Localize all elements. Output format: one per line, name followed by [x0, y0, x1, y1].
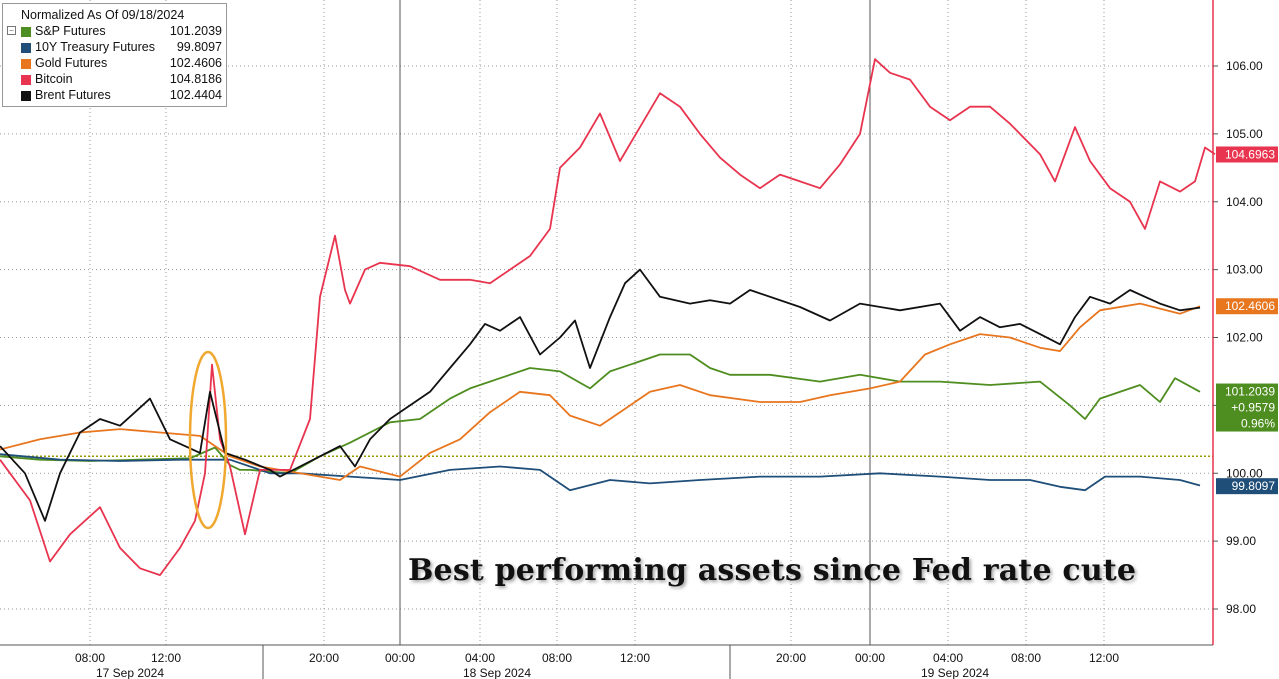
treasury-value-tag — [1216, 478, 1278, 495]
legend-item-value: 102.4404 — [169, 88, 222, 102]
legend-swatch — [21, 59, 31, 69]
legend: Normalized As Of 09/18/2024 − S&P Future… — [2, 3, 227, 107]
legend-item-value: 101.2039 — [169, 24, 222, 38]
legend-item-sp: S&P Futures 101.2039 — [21, 24, 226, 40]
x-tick-label: 12:00 — [151, 651, 181, 665]
x-tick-label: 04:00 — [465, 651, 495, 665]
y-axis-background — [1213, 0, 1279, 679]
chart-annotation: Best performing assets since Fed rate cu… — [408, 553, 1137, 588]
x-date-label: 17 Sep 2024 — [96, 666, 164, 679]
y-tick-label: 104.00 — [1226, 195, 1263, 209]
legend-swatch — [21, 27, 31, 37]
legend-item-name: Gold Futures — [35, 56, 108, 70]
x-tick-label: 20:00 — [776, 651, 806, 665]
sp-value-tag-text: 0.96% — [1241, 417, 1275, 431]
bitcoin-value-tag-text: 104.6963 — [1225, 147, 1275, 161]
legend-item-name: Brent Futures — [35, 88, 111, 102]
x-tick-label: 04:00 — [933, 651, 963, 665]
y-tick-label: 106.00 — [1226, 59, 1263, 73]
legend-item-value: 104.8186 — [169, 72, 222, 86]
legend-title: Normalized As Of 09/18/2024 — [21, 8, 185, 22]
x-tick-label: 08:00 — [75, 651, 105, 665]
legend-item-value: 102.4606 — [169, 56, 222, 70]
x-tick-label: 00:00 — [385, 651, 415, 665]
legend-swatch — [21, 43, 31, 53]
y-tick-label: 103.00 — [1226, 263, 1263, 277]
series-line-bitcoin — [0, 58, 1216, 576]
legend-item-treasury: 10Y Treasury Futures 99.8097 — [21, 40, 226, 56]
legend-swatch — [21, 91, 31, 101]
legend-collapse-icon[interactable]: − — [7, 26, 16, 35]
legend-item-name: S&P Futures — [35, 24, 106, 38]
y-tick-label: 99.00 — [1226, 534, 1256, 548]
series-lines — [0, 58, 1216, 576]
series-line-brent-futures — [0, 268, 1201, 522]
y-tick-label: 100.00 — [1226, 466, 1263, 480]
series-line-10y-treasury-futures — [0, 453, 1201, 492]
x-tick-label: 12:00 — [1089, 651, 1119, 665]
x-date-label: 18 Sep 2024 — [463, 666, 531, 679]
x-tick-label: 08:00 — [542, 651, 572, 665]
x-axis-background — [0, 645, 1279, 679]
legend-item-bitcoin: Bitcoin 104.8186 — [21, 72, 226, 88]
legend-item-value: 99.8097 — [176, 40, 222, 54]
bitcoin-value-tag — [1216, 146, 1278, 163]
highlight-ellipse — [188, 350, 228, 530]
legend-item-brent: Brent Futures 102.4404 — [21, 88, 226, 104]
x-tick-label: 12:00 — [620, 651, 650, 665]
sp-value-tag-text: 101.2039 — [1225, 385, 1275, 399]
gold-value-tag — [1216, 298, 1278, 315]
y-tick-label: 102.00 — [1226, 331, 1263, 345]
x-date-label: 19 Sep 2024 — [921, 666, 989, 679]
x-tick-label: 08:00 — [1011, 651, 1041, 665]
series-line-gold-futures — [0, 302, 1201, 481]
series-line-s-p-futures — [0, 353, 1201, 475]
legend-swatch — [21, 75, 31, 85]
sp-value-tag-text: +0.9579 — [1231, 401, 1275, 415]
legend-item-gold: Gold Futures 102.4606 — [21, 56, 226, 72]
sp-value-tag — [1216, 383, 1278, 432]
y-tick-label: 105.00 — [1226, 127, 1263, 141]
plot-background — [0, 0, 1213, 645]
legend-item-name: 10Y Treasury Futures — [35, 40, 155, 54]
gold-value-tag-text: 102.4606 — [1225, 299, 1275, 313]
y-tick-label: 98.00 — [1226, 602, 1256, 616]
x-tick-label: 00:00 — [855, 651, 885, 665]
legend-item-name: Bitcoin — [35, 72, 73, 86]
x-tick-label: 20:00 — [309, 651, 339, 665]
treasury-value-tag-text: 99.8097 — [1232, 479, 1276, 493]
